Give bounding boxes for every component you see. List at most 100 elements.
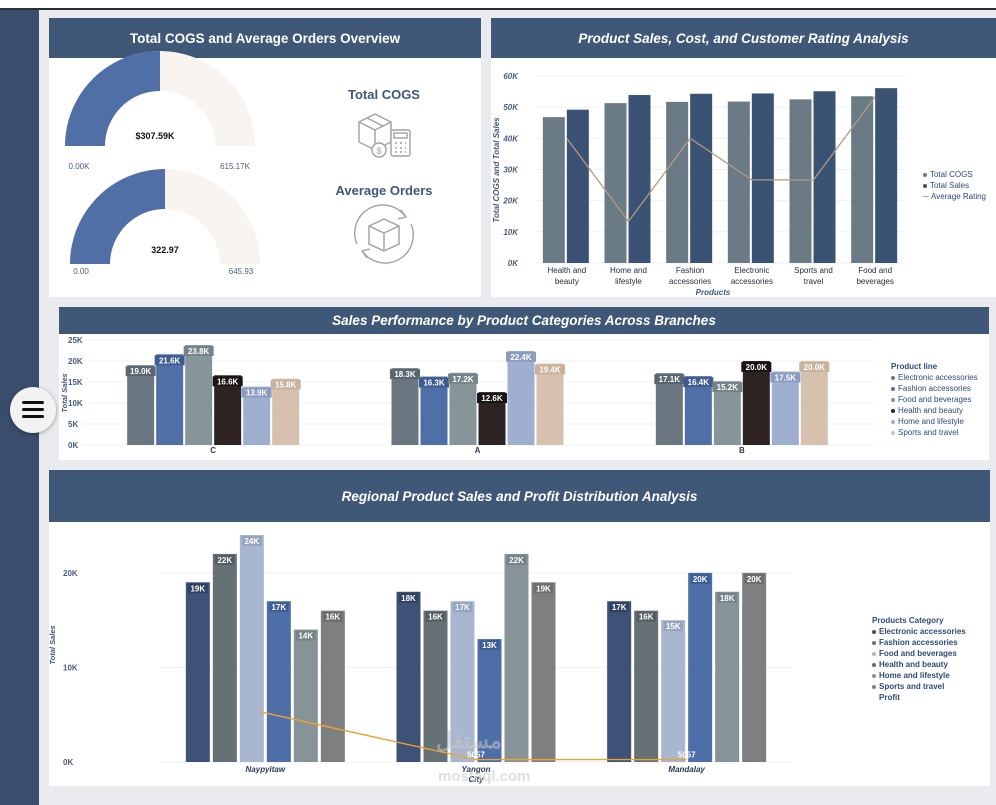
bar-health-and-beauty xyxy=(266,601,291,762)
data-label: 16K xyxy=(325,613,340,622)
hamburger-menu-button[interactable] xyxy=(10,387,56,433)
data-label-bg xyxy=(533,583,554,594)
y-tick-label: 20K xyxy=(63,569,78,578)
line-average-rating xyxy=(566,96,876,223)
data-label-bg xyxy=(212,376,243,387)
branch-sales-legend: Product line Electronic accessories Fashi… xyxy=(891,361,978,438)
branch-sales-card: Sales Performance by Product Categories … xyxy=(59,307,989,460)
data-label: 20K xyxy=(747,575,762,584)
product-sales-card: Product Sales, Cost, and Customer Rating… xyxy=(491,18,996,297)
x-tick-label: Yangon xyxy=(461,765,490,774)
y-tick-label: 5K xyxy=(68,420,78,429)
x-tick-label: travel xyxy=(804,277,824,286)
gauge-area: $307.59K 0.00K 615.17K 322.97 0.00 645.9… xyxy=(65,51,433,276)
data-label-bg xyxy=(125,366,156,377)
legend-item-electronic-accessories: Electronic accessories xyxy=(872,626,966,637)
x-tick-label: Mandalay xyxy=(668,765,705,774)
y-tick-label: 0K xyxy=(68,441,78,450)
gauge-total-cogs-value: $307.59K xyxy=(135,131,175,141)
data-label-bg xyxy=(270,379,301,390)
legend-item-total-cogs: Total COGS xyxy=(923,169,986,180)
y-tick-label: 60K xyxy=(503,72,519,81)
y-tick-label: 25K xyxy=(68,336,83,345)
gauge-average-orders-max: 645.93 xyxy=(229,267,254,276)
bar-total-cogs xyxy=(604,103,627,264)
bar-total-sales xyxy=(566,109,589,263)
bar-health-and-beauty xyxy=(214,375,242,445)
menu-icon-bar xyxy=(22,401,44,404)
bar-fashion-accessories xyxy=(684,376,712,445)
bar-electronic-accessories xyxy=(607,601,632,762)
regional-sales-chart: 0K 10K 20K Total Sales 19K 22K 24K 17K 14K 16K Nay… xyxy=(49,535,792,784)
bar-home-and-lifestyle xyxy=(771,371,799,445)
data-label-bg xyxy=(154,355,185,366)
data-label: 16K xyxy=(639,613,654,622)
cogs-overview-card: Total COGS and Average Orders Overview $… xyxy=(49,18,481,297)
data-label: 18K xyxy=(401,594,416,603)
data-label: 24K xyxy=(244,537,259,546)
x-tick-label: Naypyitaw xyxy=(246,765,286,774)
bar-fashion-accessories xyxy=(156,354,184,445)
gauge-total-cogs: $307.59K 0.00K 615.17K xyxy=(65,51,255,171)
box-dollar-icon: $ xyxy=(358,113,411,158)
line-profit xyxy=(260,711,687,761)
y-tick-label: 40K xyxy=(502,134,519,143)
data-label-bg xyxy=(690,573,710,584)
box-refresh-icon xyxy=(354,204,414,264)
y-tick-label: 20K xyxy=(68,357,83,366)
y-tick-label: 15K xyxy=(68,378,83,387)
bar-sports-and-travel xyxy=(742,572,767,762)
data-label: 20.0K xyxy=(746,363,768,372)
bar-fashion-accessories xyxy=(634,610,659,762)
data-label: 15.2K xyxy=(717,383,739,392)
data-label-bg xyxy=(188,583,208,594)
gauge-total-cogs-fill xyxy=(65,51,160,146)
bar-sports-and-travel xyxy=(531,582,556,762)
menu-icon-bar xyxy=(22,415,44,418)
legend-item-profit: Profit xyxy=(879,693,900,702)
y-tick-label: 10K xyxy=(68,399,83,408)
x-tick-label: C xyxy=(210,446,216,455)
data-label-bg xyxy=(744,573,764,584)
bar-home-and-lifestyle xyxy=(293,629,318,762)
bar-food-and-beverages xyxy=(450,601,475,762)
data-label-bg xyxy=(799,362,830,372)
legend-item-home-and-lifestyle: Home and lifestyle xyxy=(891,416,978,427)
data-label: 17K xyxy=(455,603,470,612)
bar-food-and-beverages xyxy=(661,620,686,762)
data-label: 13.9K xyxy=(246,389,268,398)
bar-total-sales xyxy=(690,93,713,263)
data-label-bg xyxy=(609,602,629,613)
x-tick-label: City xyxy=(468,775,484,784)
menu-icon-bar xyxy=(22,408,44,411)
data-label-bg xyxy=(712,382,743,393)
legend-item-food-and-beverages: Food and beverages xyxy=(891,394,978,405)
x-tick-label: Electronic xyxy=(734,266,769,275)
cogs-overview-title: Total COGS and Average Orders Overview xyxy=(49,18,481,58)
data-label-bg xyxy=(479,640,500,651)
legend-item-fashion-accessories: Fashion accessories xyxy=(891,383,978,394)
x-tick-label: Home and xyxy=(610,266,647,275)
data-label: 20K xyxy=(693,575,708,584)
data-label: 22K xyxy=(217,556,232,565)
gauge-average-orders-min: 0.00 xyxy=(73,267,89,276)
data-label: 18.3K xyxy=(394,370,416,379)
data-label-bg xyxy=(241,387,272,398)
x-tick-label: Health and xyxy=(547,266,586,275)
data-label: 20.0K xyxy=(804,363,826,372)
legend-item-health-and-beauty: Health and beauty xyxy=(872,659,966,670)
data-label-bg xyxy=(770,372,801,383)
legend-item-health-and-beauty: Health and beauty xyxy=(891,405,978,416)
product-sales-chart: 0K 10K 20K 30K 40K 50K 60K Total COGS and Total… xyxy=(492,72,906,297)
bar-total-cogs xyxy=(789,99,812,263)
bar-total-cogs xyxy=(542,117,565,263)
gauge-average-orders: 322.97 0.00 645.93 xyxy=(70,169,260,276)
legend-item-electronic-accessories: Electronic accessories xyxy=(891,372,978,383)
window-top-bar xyxy=(0,0,996,10)
y-tick-label: 10K xyxy=(63,663,78,672)
data-label-bg xyxy=(398,592,419,603)
x-tick-label: beauty xyxy=(555,277,579,286)
data-label-bg xyxy=(683,377,714,388)
data-label: 18K xyxy=(720,594,735,603)
data-label-bg xyxy=(296,630,316,641)
